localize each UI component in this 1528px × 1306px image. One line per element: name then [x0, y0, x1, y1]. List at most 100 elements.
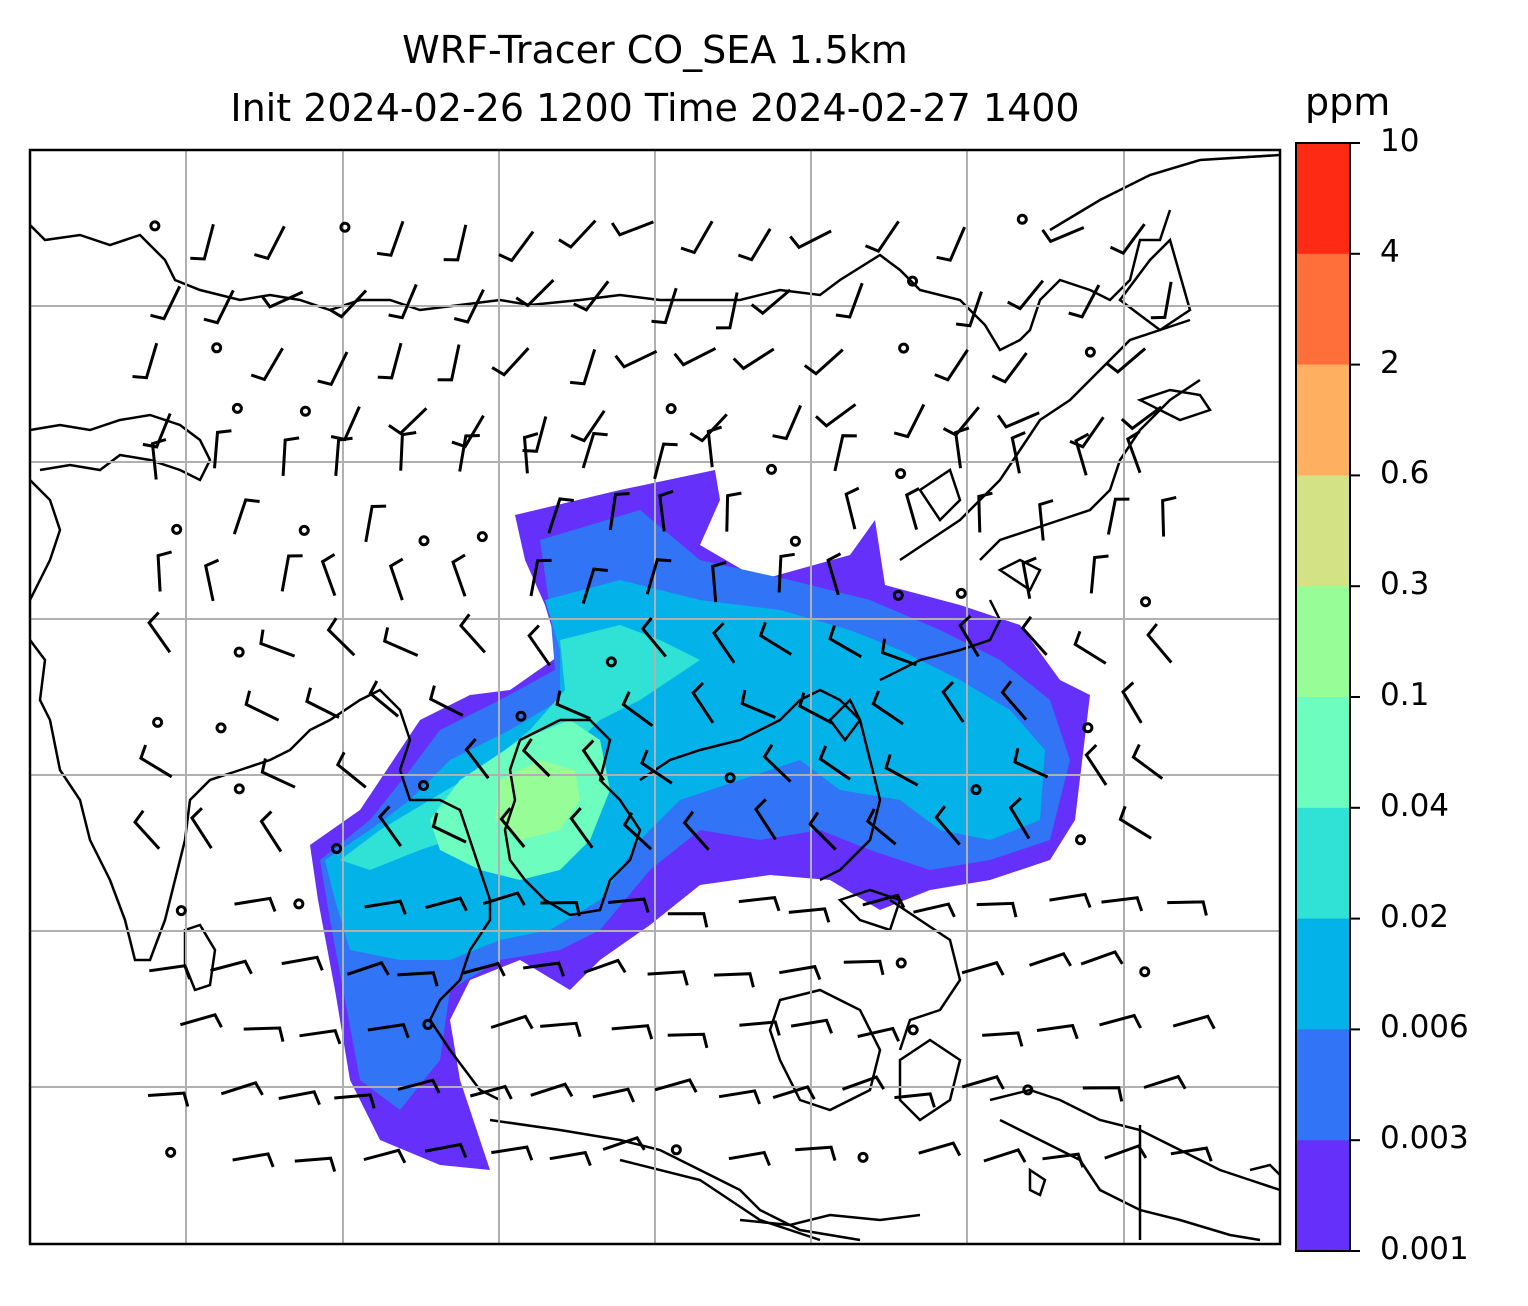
calm-wind-marker — [1016, 213, 1028, 225]
wind-barb — [740, 689, 776, 719]
wind-barb — [189, 807, 213, 850]
calm-wind-marker — [605, 656, 617, 668]
wind-barb — [1172, 1014, 1216, 1030]
wind-barb — [220, 1081, 264, 1096]
wind-barb — [453, 288, 485, 324]
calm-wind-marker — [895, 468, 907, 480]
colorbar-tick-label: 0.003 — [1380, 1120, 1469, 1157]
concentration-plume — [310, 470, 1090, 1170]
calm-wind-marker — [670, 1144, 682, 1156]
wind-barb — [463, 961, 506, 977]
wind-barb — [1074, 432, 1090, 476]
map-title-line2: Init 2024-02-26 1200 Time 2024-02-27 140… — [230, 86, 1080, 130]
wind-barb — [150, 438, 167, 480]
wind-barb — [458, 613, 487, 654]
wind-barb — [592, 1087, 636, 1103]
wind-barb — [1041, 226, 1085, 244]
wind-barb — [1084, 743, 1108, 786]
wind-barb — [1049, 892, 1092, 909]
calm-wind-marker — [907, 275, 919, 287]
wind-barb — [232, 498, 260, 535]
calm-wind-marker — [231, 402, 243, 414]
colorbar-tick-label: 10 — [1380, 123, 1420, 159]
colorbar-swatch — [1296, 253, 1350, 366]
wind-barb — [1106, 497, 1130, 535]
calm-wind-marker — [299, 405, 311, 417]
wind-barb — [789, 229, 832, 250]
wind-barb — [1118, 805, 1152, 840]
wind-barb — [581, 567, 608, 604]
calm-wind-marker — [1082, 722, 1094, 734]
wind-barb — [976, 901, 1018, 918]
wind-barb — [203, 558, 220, 602]
wind-barb — [803, 348, 844, 376]
wind-barb — [234, 896, 277, 912]
calm-wind-marker — [233, 646, 245, 658]
wind-barb — [573, 280, 610, 312]
wind-barb — [522, 432, 539, 474]
wind-barb — [1104, 1144, 1148, 1160]
wind-barb — [451, 414, 485, 449]
wind-barb — [1109, 223, 1146, 255]
wind-barb — [934, 805, 961, 846]
wind-barb — [622, 812, 653, 851]
wind-barb — [689, 413, 728, 443]
colorbar-tick-label: 0.001 — [1380, 1231, 1469, 1267]
calm-wind-marker — [331, 843, 343, 855]
wind-barb — [843, 959, 885, 976]
wind-barbs — [132, 213, 1216, 1173]
wind-barb — [884, 754, 919, 787]
wind-barb — [425, 896, 468, 912]
colorbar-tick-label: 0.04 — [1380, 787, 1450, 824]
colorbar-tick-label: 4 — [1380, 233, 1400, 270]
calm-wind-marker — [898, 342, 910, 354]
wind-barb — [1000, 680, 1028, 721]
colorbar-swatch — [1296, 697, 1350, 809]
wind-barb — [1036, 1023, 1079, 1040]
wind-barb — [750, 288, 792, 316]
wind-barb — [738, 895, 781, 912]
wind-barb — [1013, 747, 1049, 779]
wind-barb — [364, 504, 387, 543]
wind-barb — [259, 629, 296, 658]
wind-barb — [934, 348, 969, 382]
wind-barb — [260, 290, 304, 309]
wind-barb — [833, 434, 857, 472]
wind-barb — [190, 223, 215, 261]
wind-barb — [581, 739, 605, 782]
calm-wind-marker — [152, 716, 164, 728]
calm-wind-marker — [907, 1024, 919, 1036]
wind-barb — [645, 558, 672, 595]
wind-barb — [254, 225, 286, 261]
wind-barb — [305, 687, 340, 719]
wind-barb — [540, 900, 581, 917]
wind-barb — [621, 691, 654, 728]
wind-barb — [317, 351, 349, 387]
wind-barb — [278, 1090, 321, 1106]
wind-barb — [581, 431, 608, 469]
wind-barb — [397, 971, 439, 987]
wind-barb — [521, 738, 551, 778]
colorbar-swatch — [1296, 143, 1350, 255]
wind-barb — [490, 1014, 534, 1030]
wind-barb — [706, 425, 723, 468]
calm-wind-marker — [970, 784, 982, 796]
wind-barb — [918, 1141, 962, 1157]
wind-barb — [437, 344, 461, 382]
wind-barb — [142, 412, 172, 449]
wind-barb — [713, 972, 755, 988]
wind-barb — [658, 489, 674, 532]
wind-barb — [328, 289, 368, 319]
wind-barb — [602, 1135, 646, 1151]
wind-barb — [1080, 950, 1124, 966]
calm-wind-marker — [857, 1151, 869, 1163]
wind-barb — [458, 434, 480, 472]
wind-barb — [259, 810, 283, 853]
wind-barb — [368, 680, 400, 718]
calm-wind-marker — [789, 535, 801, 547]
wind-barb — [1146, 623, 1173, 664]
wind-barb — [522, 961, 565, 977]
colorbar-swatch — [1296, 586, 1350, 698]
calm-wind-marker — [515, 710, 527, 722]
calm-wind-marker — [418, 535, 430, 547]
